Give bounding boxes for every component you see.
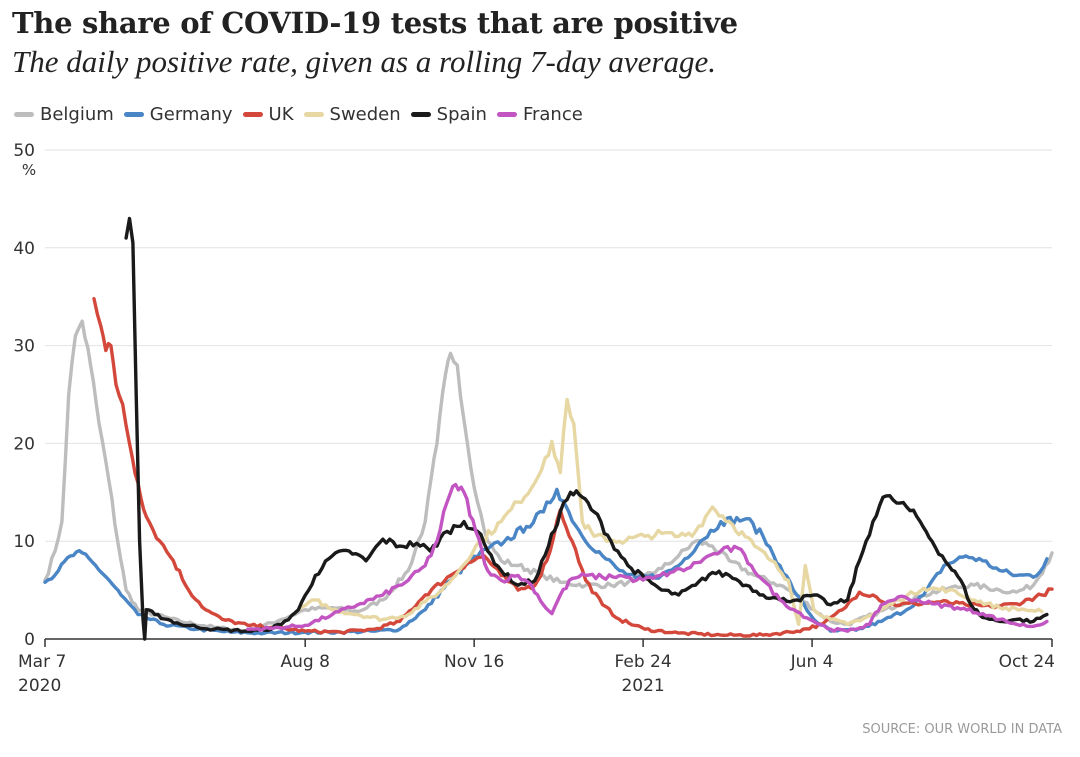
legend-swatch (496, 112, 517, 117)
y-tick-label: 0 (24, 630, 35, 650)
x-tick-label: Aug 8 (280, 652, 329, 672)
legend-item-belgium: Belgium (14, 104, 114, 125)
y-tick-label: 50 (13, 141, 35, 161)
legend-swatch (242, 112, 263, 117)
legend-label: Spain (436, 104, 487, 125)
legend-swatch (123, 112, 144, 117)
legend-label: Belgium (40, 104, 114, 125)
legend-item-uk: UK (242, 104, 294, 125)
legend-label: France (522, 104, 583, 125)
source-note: SOURCE: OUR WORLD IN DATA (862, 722, 1062, 737)
y-tick-label: 40 (13, 239, 35, 259)
y-unit-label: % (22, 161, 36, 179)
legend-item-sweden: Sweden (303, 104, 401, 125)
legend-label: Germany (149, 104, 233, 125)
chart-legend: Belgium Germany UK Sweden Spain France (14, 104, 593, 125)
series-line-france (246, 482, 1049, 633)
x-tick-label: Mar 7 (18, 652, 66, 672)
legend-item-france: France (496, 104, 583, 125)
y-tick-label: 10 (13, 532, 35, 552)
chart-title: The share of COVID-19 tests that are pos… (12, 6, 738, 40)
legend-swatch (410, 112, 431, 117)
x-tick-label: Jun 4 (790, 652, 834, 672)
series-line-belgium (43, 319, 1054, 634)
series-line-sweden (296, 397, 1044, 626)
series-line-spain (124, 216, 1049, 641)
legend-swatch (14, 112, 34, 117)
x-tick-sublabel: 2021 (621, 676, 664, 696)
legend-swatch (303, 112, 324, 117)
x-tick-sublabel: 2020 (18, 676, 61, 696)
x-tick-label: Oct 24 (999, 652, 1055, 672)
chart-subtitle: The daily positive rate, given as a roll… (12, 44, 716, 79)
y-tick-label: 20 (13, 434, 35, 454)
legend-item-spain: Spain (410, 104, 487, 125)
y-tick-label: 30 (13, 337, 35, 357)
x-tick-label: Feb 24 (615, 652, 672, 672)
series-line-uk (92, 297, 1054, 638)
legend-label: Sweden (329, 104, 401, 125)
legend-label: UK (268, 104, 294, 125)
legend-item-germany: Germany (123, 104, 233, 125)
x-tick-label: Nov 16 (444, 652, 504, 672)
